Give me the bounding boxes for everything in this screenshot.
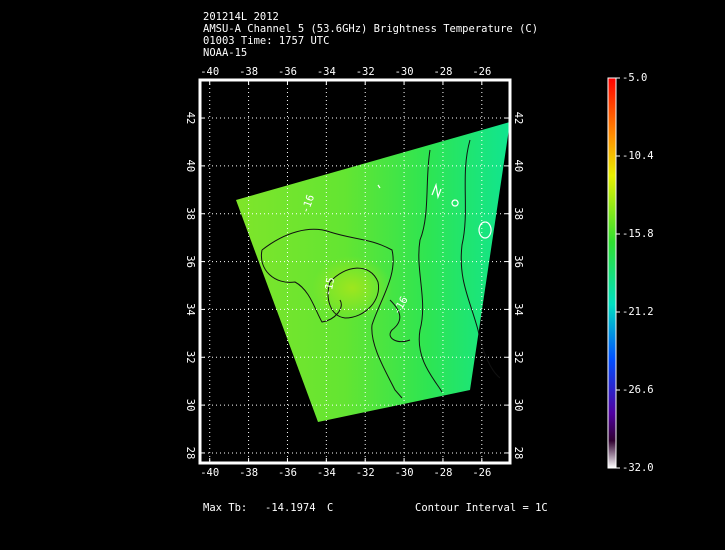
contour-line xyxy=(260,249,342,323)
colorbar xyxy=(607,77,617,469)
max-unit: C xyxy=(327,502,333,514)
y-tick-label: 38 xyxy=(512,207,524,220)
y-tick-label: 36 xyxy=(184,255,196,268)
y-tick-label: 32 xyxy=(512,351,524,364)
x-tick-label: -38 xyxy=(239,66,258,78)
axes: -40 -40 -38 -38 -36 -36 -34 -34 -32 -32 -30 -30 -28 -… xyxy=(184,66,524,479)
footer: Max Tb: -14.1974 C Contour Interval = 1C xyxy=(203,502,548,514)
x-tick-label: -32 xyxy=(356,66,375,78)
warm-area xyxy=(312,256,392,320)
x-tick-label: -26 xyxy=(472,66,491,78)
y-tick-label: 40 xyxy=(512,160,524,173)
contour-line xyxy=(418,149,443,393)
max-label: Max Tb: xyxy=(203,502,247,514)
x-tick-label: -36 xyxy=(278,66,297,78)
y-tick-label: 34 xyxy=(184,303,196,316)
title-line: 201214L 2012 xyxy=(203,11,279,23)
max-value: -14.1974 xyxy=(265,502,316,514)
colorbar-tick-label: -5.0 xyxy=(622,72,647,84)
contour-line xyxy=(389,299,411,343)
contour-line xyxy=(460,139,501,379)
x-tick-label: -32 xyxy=(356,467,375,479)
y-tick-label: 36 xyxy=(512,255,524,268)
x-tick-label: -36 xyxy=(278,467,297,479)
title-line: AMSU-A Channel 5 (53.6GHz) Brightness Te… xyxy=(203,23,538,35)
x-tick-label: -30 xyxy=(395,66,414,78)
y-tick-label: 32 xyxy=(184,351,196,364)
colorbar-tick-label: -26.6 xyxy=(622,384,654,396)
contour-line xyxy=(261,228,403,399)
x-tick-label: -38 xyxy=(239,467,258,479)
x-tick-label: -28 xyxy=(433,467,452,479)
title-line: NOAA-15 xyxy=(203,47,247,59)
y-tick-label: 34 xyxy=(512,303,524,316)
y-tick-label: 38 xyxy=(184,207,196,220)
swath: -16 -15 -16 xyxy=(236,122,510,422)
colorbar-ticks: -5.0 -10.4 -15.8 -21.2 -26.6 -32.0 xyxy=(616,72,654,474)
contour-label: -15 xyxy=(322,276,337,297)
colorbar-tick-label: -32.0 xyxy=(622,462,654,474)
colorbar-tick-label: -21.2 xyxy=(622,306,654,318)
x-tick-label: -26 xyxy=(472,467,491,479)
x-tick-label: -30 xyxy=(395,467,414,479)
y-tick-label: 28 xyxy=(184,447,196,460)
title-line: 01003 Time: 1757 UTC xyxy=(203,35,329,47)
y-tick-label: 30 xyxy=(512,399,524,412)
contour-line xyxy=(377,182,492,239)
y-tick-label: 42 xyxy=(184,112,196,125)
contour-line xyxy=(327,267,380,319)
y-tick-label: 30 xyxy=(184,399,196,412)
x-tick-label: -34 xyxy=(317,467,336,479)
plot-frame xyxy=(198,78,512,465)
contour-interval: Contour Interval = 1C xyxy=(415,502,548,514)
x-tick-label: -34 xyxy=(317,66,336,78)
y-tick-label: 28 xyxy=(512,447,524,460)
x-tick-label: -28 xyxy=(433,66,452,78)
x-tick-label: -40 xyxy=(200,467,219,479)
y-tick-label: 40 xyxy=(184,160,196,173)
x-tick-label: -40 xyxy=(200,66,219,78)
colorbar-tick-label: -10.4 xyxy=(622,150,654,162)
colorbar-tick-label: -15.8 xyxy=(622,228,654,240)
title: 201214L 2012 AMSU-A Channel 5 (53.6GHz) … xyxy=(203,11,538,59)
y-tick-label: 42 xyxy=(512,112,524,125)
